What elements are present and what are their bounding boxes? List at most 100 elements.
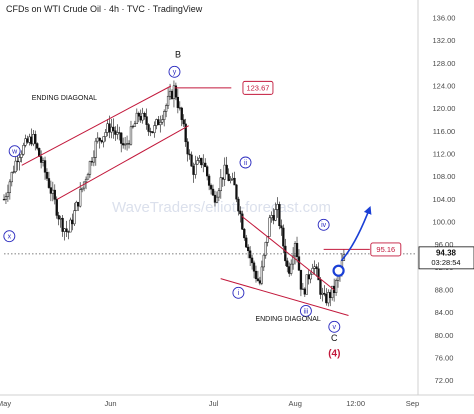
candle-body xyxy=(291,255,295,265)
candle-body xyxy=(133,123,137,127)
candle-body xyxy=(237,198,240,212)
price-tick-label: 80.00 xyxy=(435,331,454,340)
candle-body xyxy=(307,274,310,280)
price-tick-label: 88.00 xyxy=(435,286,454,295)
candle-body xyxy=(274,209,277,221)
candle-body xyxy=(96,137,99,142)
candle-body xyxy=(280,225,283,229)
chart-title: CFDs on WTI Crude Oil · 4h · TVC · Tradi… xyxy=(6,4,203,14)
candle-body xyxy=(131,126,135,128)
candle-body xyxy=(247,246,250,252)
candle-body xyxy=(102,136,105,143)
candle-body xyxy=(170,90,174,99)
time-tick-label: Jul xyxy=(209,399,219,408)
candle-body xyxy=(166,95,170,106)
candle-body xyxy=(180,107,183,120)
candle-body xyxy=(143,113,146,117)
candle-body xyxy=(202,162,205,166)
last-price-box xyxy=(418,246,474,270)
wave-label-circle xyxy=(299,305,312,317)
candle-body xyxy=(157,119,160,126)
wave-label-text: ii xyxy=(244,160,248,167)
wave-label-circle xyxy=(317,218,330,231)
candle-body xyxy=(319,279,322,295)
candle-body xyxy=(211,188,215,196)
candle-body xyxy=(63,228,66,232)
candle-body xyxy=(71,219,74,225)
level-tag-box xyxy=(242,80,274,95)
candle-body xyxy=(299,269,303,290)
price-tick-label: 108.00 xyxy=(433,172,456,181)
candle-body xyxy=(192,165,195,175)
candle-body xyxy=(155,119,158,126)
level-tag-value: 123.67 xyxy=(246,83,269,92)
level-tag-box xyxy=(370,242,402,257)
candle-body xyxy=(258,280,262,284)
time-tick-label: May xyxy=(0,399,11,408)
candle-body xyxy=(215,196,219,203)
candle-body xyxy=(163,111,166,120)
candle-body xyxy=(34,134,37,144)
candle-body xyxy=(262,254,265,268)
price-tick-label: 104.00 xyxy=(433,195,456,204)
candle-body xyxy=(286,260,289,267)
price-tick-label: 96.00 xyxy=(435,240,454,249)
candle-body xyxy=(188,153,191,156)
wave-label-text: iii xyxy=(304,308,309,315)
candle-body xyxy=(151,131,154,134)
candle-body xyxy=(61,217,64,232)
wave-label-text: i xyxy=(238,290,240,297)
candle-body xyxy=(334,280,338,293)
candle-body xyxy=(227,173,230,181)
candle-body xyxy=(41,160,45,163)
candle-body xyxy=(317,268,320,281)
candle-body xyxy=(116,132,119,135)
candle-body xyxy=(53,189,56,200)
candle-body xyxy=(235,184,238,200)
candle-body xyxy=(233,177,236,186)
candle-body xyxy=(204,162,207,167)
last-price-value: 94.38 xyxy=(436,248,457,257)
candle-body xyxy=(137,112,140,117)
annotation-text: ENDING DIAGONAL xyxy=(32,95,97,102)
time-tick-label: 12:00 xyxy=(346,399,365,408)
candle-body xyxy=(88,161,92,175)
candle-body xyxy=(243,229,246,239)
candle-body xyxy=(290,263,293,274)
candle-body xyxy=(90,161,94,163)
candle-body xyxy=(2,199,6,201)
wave-label-circle xyxy=(3,230,16,243)
candle-body xyxy=(110,126,113,133)
watermark: WaveTraders/elliott-forecast.com xyxy=(112,199,331,216)
candle-body xyxy=(106,123,109,133)
candle-body xyxy=(18,157,21,163)
candle-body xyxy=(297,256,301,271)
wave-label-circle xyxy=(232,286,245,299)
candle-body xyxy=(282,227,285,247)
price-tick-label: 124.00 xyxy=(433,82,456,91)
annotation-text: ENDING DIAGONAL xyxy=(255,316,320,323)
candle-body xyxy=(315,266,318,270)
bar-countdown: 03:28:54 xyxy=(431,258,460,267)
candle-body xyxy=(194,163,197,175)
candle-body xyxy=(10,172,13,183)
candle-body xyxy=(45,172,49,179)
candle-body xyxy=(184,123,187,143)
candle-body xyxy=(270,215,273,219)
candle-body xyxy=(217,190,221,198)
candle-body xyxy=(321,292,324,295)
candle-body xyxy=(55,199,58,216)
wave-label-circle xyxy=(239,156,252,169)
candle-body xyxy=(245,237,248,248)
candle-body xyxy=(22,145,25,155)
candle-body xyxy=(295,243,299,257)
candle-body xyxy=(59,217,62,220)
candle-body xyxy=(98,137,101,141)
candle-body xyxy=(168,90,172,97)
diagonal-lower-line xyxy=(220,278,349,316)
candle-body xyxy=(174,85,178,98)
candle-body xyxy=(75,201,78,212)
